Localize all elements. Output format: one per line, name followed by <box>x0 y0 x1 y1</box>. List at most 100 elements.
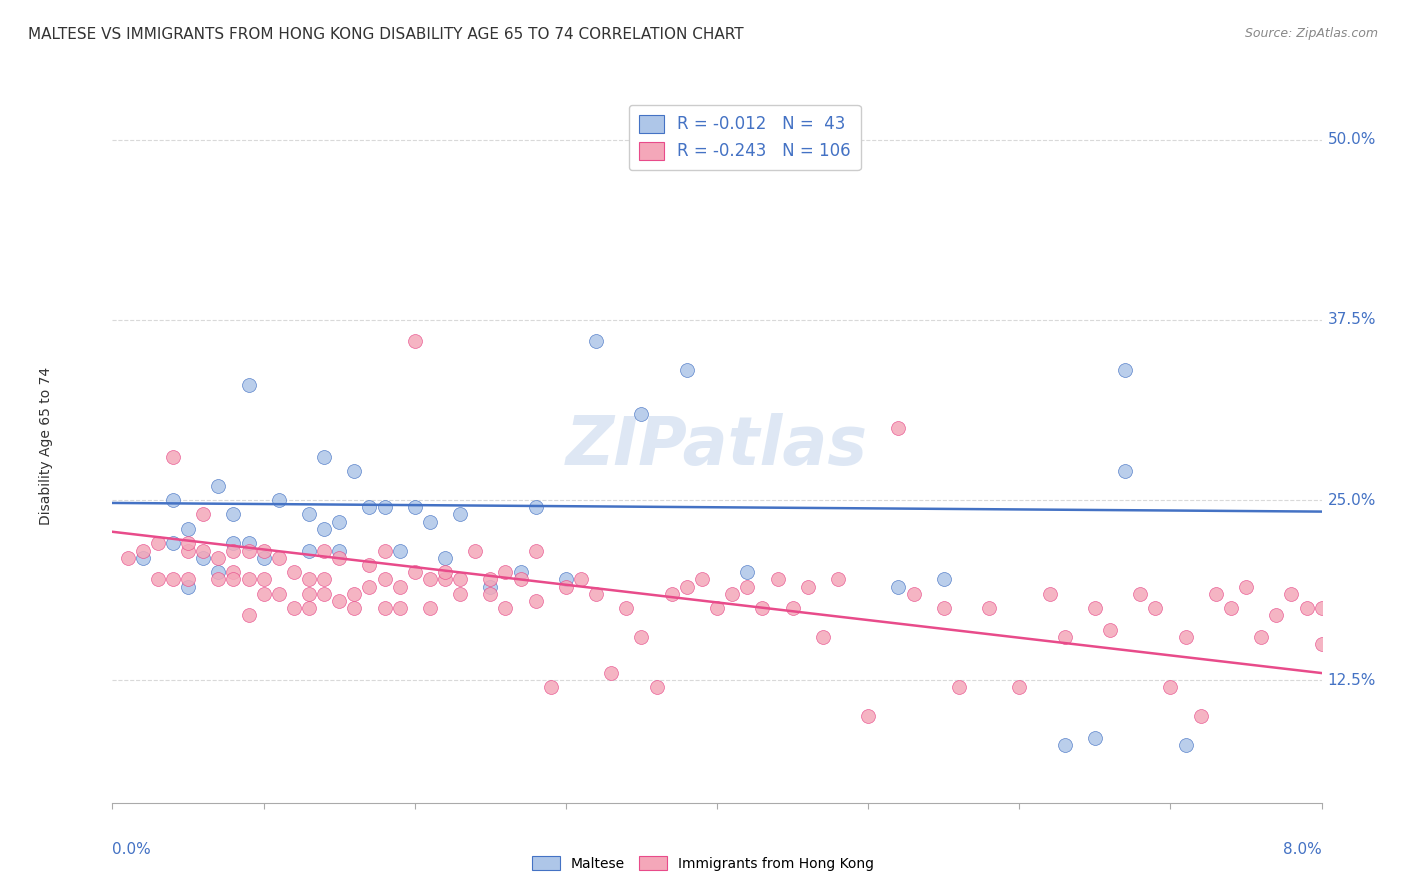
Point <box>222 543 245 558</box>
Text: 50.0%: 50.0% <box>1327 132 1376 147</box>
Point <box>253 587 276 601</box>
Text: 0.0%: 0.0% <box>112 842 152 857</box>
Point <box>404 565 426 579</box>
Point <box>177 536 200 550</box>
Point <box>569 572 592 586</box>
Point <box>283 565 305 579</box>
Legend: Maltese, Immigrants from Hong Kong: Maltese, Immigrants from Hong Kong <box>527 850 879 876</box>
Point <box>298 572 321 586</box>
Point <box>585 334 607 349</box>
Point <box>419 572 441 586</box>
Point <box>509 572 531 586</box>
Point <box>267 587 290 601</box>
Point <box>312 522 335 536</box>
Point <box>283 601 305 615</box>
Point <box>827 572 849 586</box>
Text: Source: ZipAtlas.com: Source: ZipAtlas.com <box>1244 27 1378 40</box>
Point <box>706 601 728 615</box>
Point <box>616 601 638 615</box>
Point <box>1205 587 1227 601</box>
Point <box>177 580 200 594</box>
Point <box>661 587 683 601</box>
Point <box>1053 738 1076 752</box>
Point <box>585 587 607 601</box>
Point <box>419 601 441 615</box>
Point <box>856 709 880 723</box>
Point <box>1234 580 1257 594</box>
Point <box>479 580 502 594</box>
Point <box>1326 601 1348 615</box>
Point <box>222 536 245 550</box>
Point <box>162 450 184 464</box>
Point <box>267 493 290 508</box>
Point <box>207 565 229 579</box>
Point <box>328 515 350 529</box>
Point <box>495 565 517 579</box>
Point <box>162 536 184 550</box>
Point <box>1295 601 1317 615</box>
Point <box>449 508 471 522</box>
Point <box>751 601 773 615</box>
Point <box>373 500 396 515</box>
Point <box>887 421 910 435</box>
Point <box>298 508 321 522</box>
Point <box>162 493 184 508</box>
Point <box>737 580 759 594</box>
Point <box>238 543 260 558</box>
Point <box>1008 681 1031 695</box>
Point <box>979 601 1001 615</box>
Point <box>675 363 697 377</box>
Point <box>1098 623 1121 637</box>
Point <box>207 572 229 586</box>
Point <box>1084 601 1107 615</box>
Point <box>554 580 576 594</box>
Point <box>524 543 547 558</box>
Point <box>1310 637 1333 651</box>
Point <box>433 565 456 579</box>
Point <box>479 572 502 586</box>
Point <box>464 543 486 558</box>
Text: MALTESE VS IMMIGRANTS FROM HONG KONG DISABILITY AGE 65 TO 74 CORRELATION CHART: MALTESE VS IMMIGRANTS FROM HONG KONG DIS… <box>28 27 744 42</box>
Point <box>721 587 744 601</box>
Point <box>766 572 789 586</box>
Point <box>1114 464 1136 478</box>
Point <box>1265 608 1288 623</box>
Point <box>207 478 229 492</box>
Point <box>328 543 350 558</box>
Point <box>782 601 804 615</box>
Text: Disability Age 65 to 74: Disability Age 65 to 74 <box>39 367 53 525</box>
Point <box>1341 587 1364 601</box>
Legend: R = -0.012   N =  43, R = -0.243   N = 106: R = -0.012 N = 43, R = -0.243 N = 106 <box>628 104 860 170</box>
Point <box>177 543 200 558</box>
Point <box>117 550 139 565</box>
Point <box>1129 587 1152 601</box>
Point <box>146 572 169 586</box>
Point <box>948 681 970 695</box>
Point <box>238 377 260 392</box>
Point <box>404 500 426 515</box>
Point <box>1114 363 1136 377</box>
Point <box>903 587 925 601</box>
Point <box>373 601 396 615</box>
Point <box>222 508 245 522</box>
Point <box>343 464 366 478</box>
Point <box>298 601 321 615</box>
Point <box>253 572 276 586</box>
Point <box>1144 601 1167 615</box>
Point <box>298 587 321 601</box>
Point <box>1250 630 1272 644</box>
Point <box>796 580 818 594</box>
Point <box>132 550 155 565</box>
Point <box>630 407 652 421</box>
Text: 37.5%: 37.5% <box>1327 312 1376 327</box>
Point <box>312 543 335 558</box>
Point <box>433 550 456 565</box>
Point <box>932 572 955 586</box>
Point <box>388 580 411 594</box>
Point <box>177 572 200 586</box>
Point <box>191 508 215 522</box>
Point <box>146 536 169 550</box>
Point <box>449 572 471 586</box>
Point <box>1053 630 1076 644</box>
Point <box>737 565 759 579</box>
